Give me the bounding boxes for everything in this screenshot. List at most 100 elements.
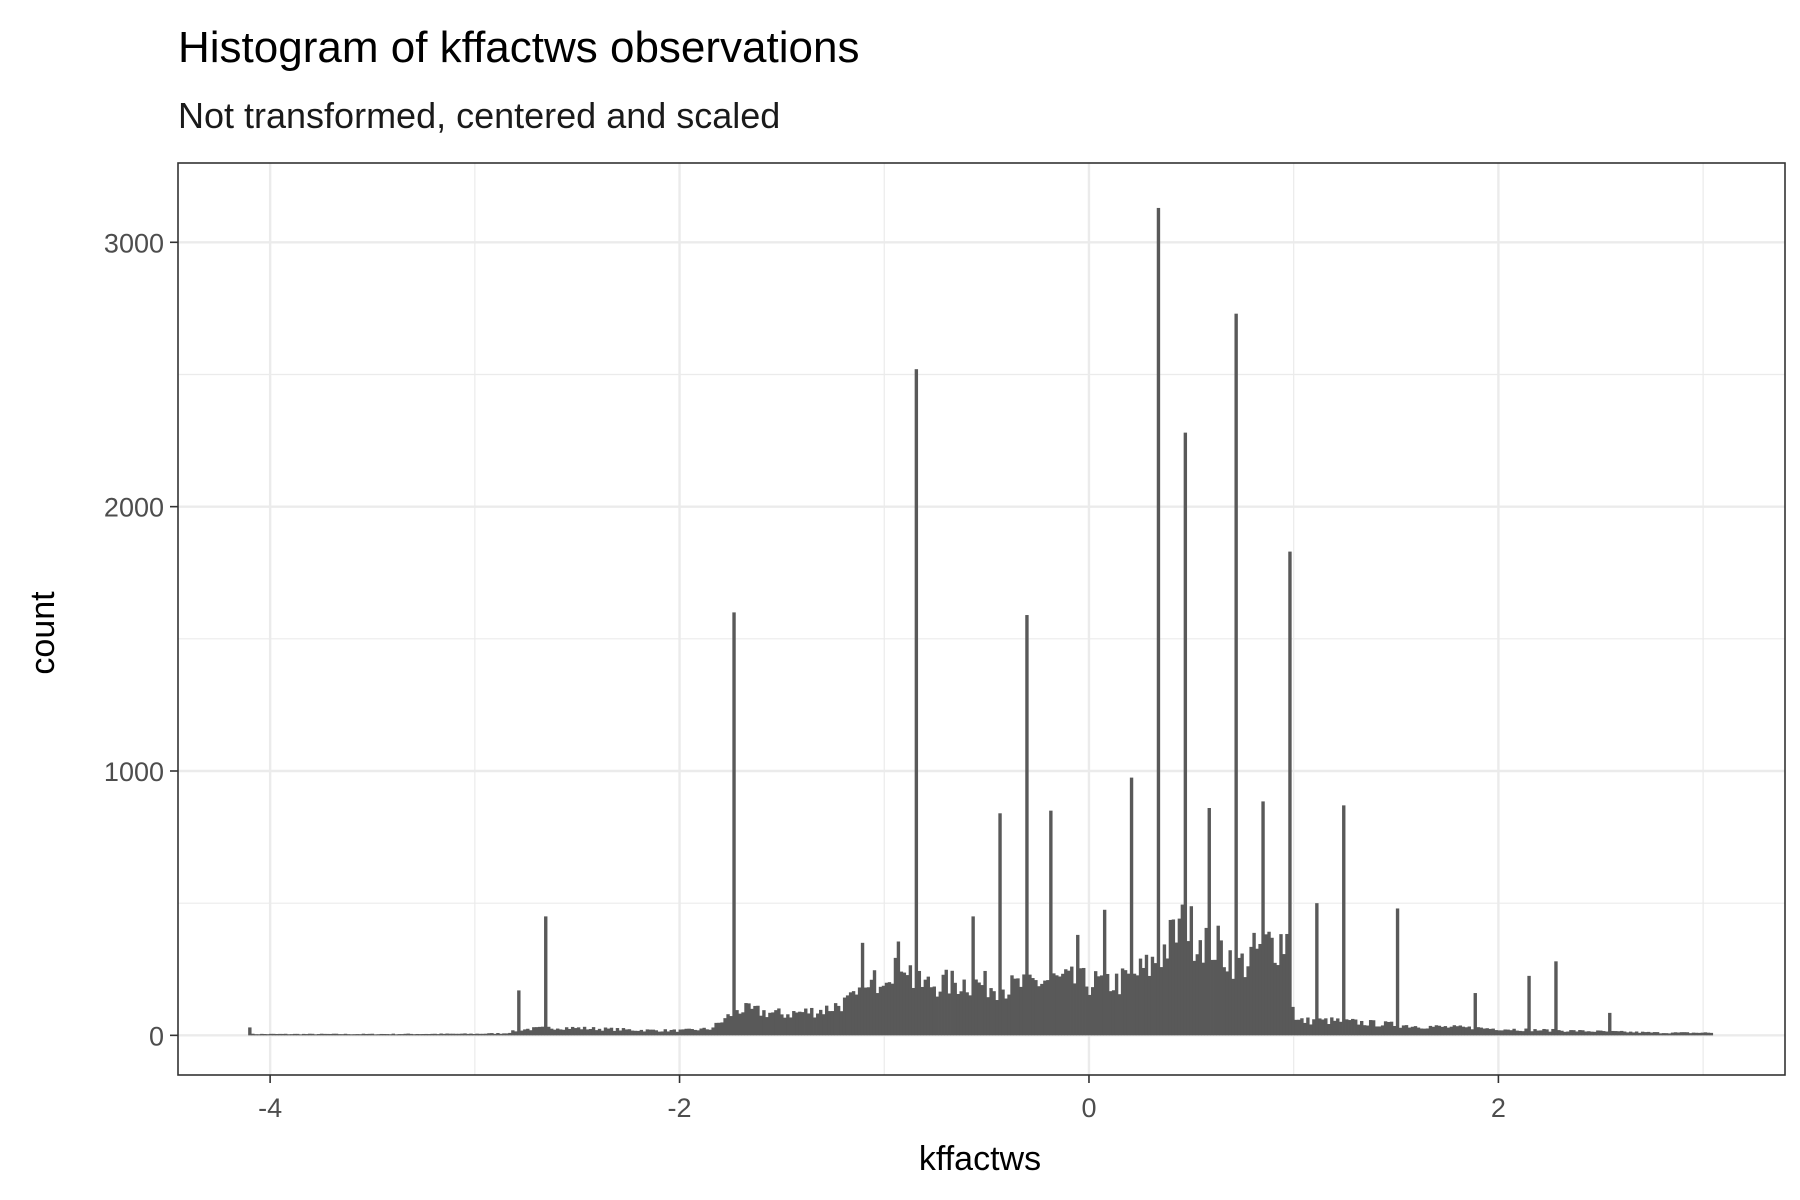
histogram-bar [430, 1033, 434, 1036]
histogram-bar [1473, 993, 1477, 1036]
histogram-bar [947, 993, 951, 1036]
histogram-bar [1246, 966, 1250, 1036]
histogram-bar [263, 1034, 267, 1036]
histogram-bar [1383, 1021, 1388, 1036]
histogram-bar [1135, 975, 1140, 1036]
histogram-bar [1694, 1032, 1699, 1036]
histogram-bar [1467, 1026, 1471, 1036]
histogram-bar [884, 982, 889, 1036]
histogram-bar [1091, 987, 1095, 1036]
histogram-bar [1667, 1033, 1672, 1036]
histogram-bar [1306, 1017, 1310, 1036]
histogram-bar [1392, 1025, 1397, 1036]
histogram-bar [914, 369, 919, 1036]
histogram-bar [409, 1033, 413, 1036]
histogram-bar [857, 987, 862, 1036]
histogram-bar [418, 1034, 422, 1036]
histogram-bar [1631, 1032, 1636, 1036]
histogram-bar [732, 612, 736, 1036]
histogram-bar [558, 1029, 563, 1036]
histogram-bar [1049, 810, 1053, 1036]
histogram-bar [1120, 968, 1125, 1036]
histogram-bar [1416, 1027, 1421, 1036]
histogram-bar [678, 1029, 682, 1036]
histogram-bar [923, 979, 928, 1036]
histogram-bar [1413, 1026, 1418, 1036]
histogram-bar [1010, 975, 1014, 1036]
histogram-bar [1670, 1032, 1675, 1036]
histogram-bar [1437, 1025, 1442, 1036]
histogram-bar [1261, 801, 1265, 1036]
histogram-bar [780, 1014, 784, 1036]
histogram-bar [1605, 1031, 1609, 1036]
histogram-bar [451, 1033, 455, 1036]
histogram-bar [1709, 1032, 1714, 1036]
histogram-bar [355, 1034, 360, 1036]
histogram-bar [269, 1033, 273, 1036]
histogram-bar [863, 987, 868, 1036]
histogram-bar [364, 1033, 369, 1036]
histogram-bar [1676, 1032, 1681, 1036]
histogram-bar [1599, 1030, 1603, 1036]
histogram-bar [445, 1033, 449, 1036]
histogram-bar [1455, 1026, 1460, 1036]
histogram-bar [657, 1031, 662, 1036]
histogram-bar [1007, 994, 1011, 1036]
histogram-bar [1551, 1028, 1555, 1036]
histogram-bar [869, 979, 874, 1036]
histogram-bar [1365, 1025, 1370, 1036]
grid-lines [178, 163, 1785, 1075]
histogram-bar [1004, 998, 1008, 1036]
histogram-bar [1461, 1026, 1466, 1036]
histogram-bar [762, 1010, 766, 1036]
histogram-bar [783, 1017, 787, 1036]
histogram-bar [588, 1028, 593, 1036]
histogram-bar [1623, 1031, 1627, 1036]
histogram-bar [1339, 1021, 1343, 1036]
histogram-bar [968, 995, 972, 1036]
histogram-bar [1040, 983, 1044, 1036]
histogram-bar [1022, 974, 1026, 1036]
histogram-bar [1288, 551, 1292, 1036]
histogram-bar [1282, 954, 1286, 1036]
histogram-bar [1210, 959, 1214, 1036]
histogram-bar [275, 1033, 279, 1036]
histogram-bar [1512, 1028, 1516, 1036]
histogram-bar [636, 1030, 641, 1036]
histogram-bar [307, 1033, 312, 1036]
histogram-bar [651, 1029, 656, 1036]
histogram-bar [1637, 1032, 1642, 1036]
histogram-bar [319, 1033, 324, 1036]
histogram-bar [1479, 1027, 1483, 1036]
histogram-bar [382, 1033, 387, 1036]
histogram-bar [663, 1029, 667, 1036]
histogram-bar [615, 1028, 620, 1036]
histogram-bar [1554, 961, 1558, 1036]
histogram-bar [1037, 986, 1041, 1036]
histogram-bar [956, 993, 960, 1036]
histogram-bar [953, 982, 957, 1036]
histogram-bar [684, 1028, 688, 1036]
histogram-bar [1625, 1032, 1630, 1036]
histogram-bar [705, 1029, 709, 1036]
histogram-bar [1428, 1025, 1433, 1036]
histogram-bar [1518, 1030, 1522, 1036]
histogram-bar [1348, 1020, 1352, 1036]
histogram-bar [654, 1030, 659, 1036]
histogram-bar [1067, 970, 1071, 1036]
histogram-bar [1425, 1028, 1430, 1036]
histogram-bar [944, 969, 948, 1036]
histogram-bar [759, 1015, 763, 1036]
histogram-bar [1620, 1030, 1624, 1036]
histogram-bar [370, 1033, 375, 1036]
histogram-bar [669, 1029, 673, 1036]
histogram-bar [394, 1034, 398, 1036]
histogram-bar [1117, 994, 1122, 1036]
histogram-bar [1279, 934, 1283, 1036]
histogram-bar [472, 1033, 476, 1036]
histogram-bar [603, 1027, 608, 1036]
histogram-bar [1031, 978, 1035, 1036]
histogram-bar [1506, 1029, 1510, 1036]
histogram-bar [526, 1028, 530, 1036]
histogram-bar [681, 1029, 685, 1036]
